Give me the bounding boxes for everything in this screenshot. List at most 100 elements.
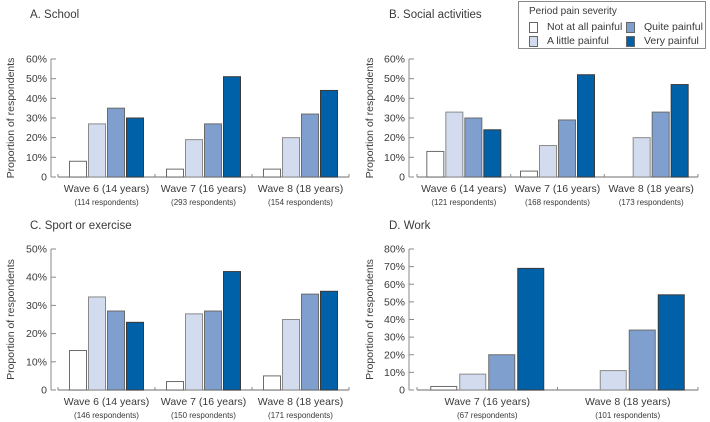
bar-quite-painful — [628, 329, 656, 391]
x-category-sublabel: (146 respondents) — [74, 411, 139, 420]
bar-a-little-painful — [185, 139, 203, 178]
x-category-label: Wave 7 (16 years) — [161, 183, 246, 195]
bar-quite-painful — [488, 354, 516, 391]
y-tick-label: 0 — [399, 172, 405, 184]
legend-label: A little painful — [547, 35, 609, 47]
y-tick-label: 10% — [26, 356, 47, 368]
bar-a-little-painful — [88, 123, 106, 178]
y-tick-label: 30% — [26, 113, 47, 125]
x-category-label: Wave 8 (18 years) — [608, 183, 693, 195]
y-tick-label: 10% — [384, 152, 405, 164]
x-category-sublabel: (101 respondents) — [595, 411, 660, 420]
bar-very-painful — [517, 267, 545, 391]
bar-very-painful — [320, 89, 338, 178]
y-tick-label: 30% — [384, 113, 405, 125]
y-tick-label: 60% — [384, 279, 405, 291]
bar-a-little-painful — [282, 137, 300, 178]
y-tick-label: 0 — [41, 385, 47, 397]
panel-title: D. Work — [389, 220, 431, 232]
bar-quite-painful — [204, 310, 222, 391]
x-category-sublabel: (168 respondents) — [525, 198, 590, 207]
y-tick-label: 20% — [384, 349, 405, 361]
y-axis-label: Proportion of respondents — [364, 58, 376, 179]
x-category-sublabel: (171 respondents) — [268, 411, 333, 420]
bar-not-at-all-painful — [69, 350, 87, 391]
bar-very-painful — [657, 294, 685, 391]
legend-swatch — [626, 21, 635, 33]
legend-swatch — [529, 35, 538, 47]
bar-very-painful — [223, 271, 241, 391]
legend-item-very-painful: Very painful — [626, 35, 699, 47]
y-tick-label: 20% — [384, 132, 405, 144]
x-category-label: Wave 7 (16 years) — [161, 396, 246, 408]
bar-a-little-painful — [459, 373, 487, 391]
y-tick-label: 40% — [384, 93, 405, 105]
y-axis-label: Proportion of respondents — [5, 259, 17, 380]
y-tick-label: 70% — [384, 261, 405, 273]
bar-a-little-painful — [185, 313, 203, 391]
y-tick-label: 80% — [384, 244, 405, 256]
legend-item-a-little-painful: A little painful — [529, 35, 609, 47]
legend-label: Not at all painful — [547, 21, 623, 33]
y-tick-label: 30% — [26, 300, 47, 312]
y-tick-label: 0 — [399, 385, 405, 397]
y-tick-label: 10% — [384, 367, 405, 379]
bar-quite-painful — [107, 310, 125, 391]
bar-very-painful — [483, 129, 502, 178]
bar-a-little-painful — [539, 145, 557, 178]
y-tick-label: 30% — [384, 332, 405, 344]
legend: Period pain severity Not at all painful … — [518, 1, 706, 49]
y-tick-label: 50% — [384, 296, 405, 308]
bar-quite-painful — [464, 117, 483, 178]
bar-not-at-all-painful — [166, 381, 184, 391]
x-category-sublabel: (121 respondents) — [431, 198, 496, 207]
bar-not-at-all-painful — [263, 168, 281, 178]
x-category-label: Wave 6 (14 years) — [64, 183, 149, 195]
bar-quite-painful — [651, 111, 670, 178]
y-tick-label: 50% — [26, 73, 47, 85]
y-tick-label: 50% — [26, 244, 47, 256]
legend-title: Period pain severity — [529, 6, 617, 17]
panel-title: A. School — [30, 9, 79, 21]
legend-swatch — [626, 35, 635, 47]
bar-very-painful — [223, 76, 241, 178]
bar-quite-painful — [204, 123, 222, 178]
y-axis-label: Proportion of respondents — [5, 58, 17, 179]
bar-not-at-all-painful — [263, 375, 281, 391]
y-tick-label: 50% — [384, 73, 405, 85]
bar-very-painful — [577, 74, 595, 178]
bar-not-at-all-painful — [520, 170, 538, 178]
x-category-sublabel: (293 respondents) — [171, 198, 236, 207]
bar-quite-painful — [301, 113, 319, 178]
y-tick-label: 20% — [26, 328, 47, 340]
x-category-label: Wave 6 (14 years) — [421, 183, 506, 195]
bar-a-little-painful — [599, 370, 627, 391]
x-category-label: Wave 8 (18 years) — [585, 396, 670, 408]
panel-title: C. Sport or exercise — [30, 220, 132, 232]
y-tick-label: 40% — [26, 93, 47, 105]
bar-a-little-painful — [632, 137, 651, 178]
x-category-label: Wave 7 (16 years) — [445, 396, 530, 408]
legend-item-not-at-all-painful: Not at all painful — [529, 21, 622, 33]
y-axis-label: Proportion of respondents — [364, 259, 376, 380]
bar-a-little-painful — [445, 111, 464, 178]
x-category-label: Wave 8 (18 years) — [258, 183, 343, 195]
x-category-label: Wave 7 (16 years) — [515, 183, 600, 195]
bar-not-at-all-painful — [430, 385, 458, 391]
x-category-sublabel: (173 respondents) — [619, 198, 684, 207]
x-category-label: Wave 6 (14 years) — [64, 396, 149, 408]
bar-very-painful — [670, 84, 689, 178]
y-tick-label: 60% — [26, 54, 47, 66]
bar-not-at-all-painful — [426, 150, 445, 178]
x-category-sublabel: (154 respondents) — [268, 198, 333, 207]
x-category-label: Wave 8 (18 years) — [258, 396, 343, 408]
bar-very-painful — [126, 321, 144, 391]
y-tick-label: 40% — [384, 314, 405, 326]
x-category-sublabel: (150 respondents) — [171, 411, 236, 420]
bar-not-at-all-painful — [69, 160, 87, 178]
legend-item-quite-painful: Quite painful — [626, 21, 703, 33]
bar-not-at-all-painful — [166, 168, 184, 178]
bar-quite-painful — [558, 119, 576, 178]
y-tick-label: 40% — [26, 272, 47, 284]
y-tick-label: 10% — [26, 152, 47, 164]
